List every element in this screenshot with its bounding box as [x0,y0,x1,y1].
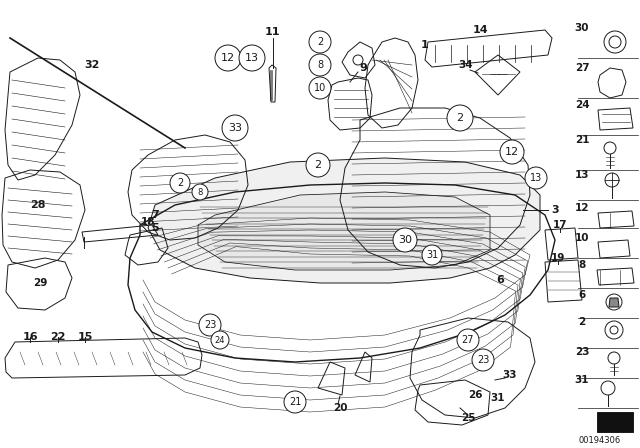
Text: 23: 23 [204,320,216,330]
Circle shape [309,31,331,53]
Circle shape [447,105,473,131]
Text: 12: 12 [221,53,235,63]
Text: 6: 6 [496,275,504,285]
Text: 25: 25 [461,413,476,423]
Text: 29: 29 [33,278,47,288]
Text: 8: 8 [317,60,323,70]
Circle shape [525,167,547,189]
Text: 13: 13 [245,53,259,63]
Text: 3: 3 [551,205,559,215]
Text: 27: 27 [575,63,589,73]
Text: 23: 23 [575,347,589,357]
Circle shape [199,314,221,336]
Text: 28: 28 [30,200,45,210]
Text: 22: 22 [51,332,66,342]
Text: 32: 32 [84,60,100,70]
Circle shape [215,45,241,71]
Text: 12: 12 [575,203,589,213]
Text: 24: 24 [575,100,589,110]
Text: 34: 34 [459,60,474,70]
Circle shape [284,391,306,413]
Text: 11: 11 [264,27,280,37]
Circle shape [192,184,208,200]
Text: 1: 1 [421,40,429,50]
Text: 31: 31 [575,375,589,385]
Text: 10: 10 [575,233,589,243]
Circle shape [306,153,330,177]
Text: 13: 13 [530,173,542,183]
Text: 21: 21 [289,397,301,407]
Text: 8: 8 [197,188,203,197]
Polygon shape [148,158,540,283]
Text: 27: 27 [461,335,474,345]
Text: 5: 5 [151,223,159,233]
Circle shape [211,331,229,349]
Bar [597,412,633,432]
Text: 00194306: 00194306 [579,435,621,444]
Text: 18: 18 [141,217,156,227]
Text: 21: 21 [575,135,589,145]
Text: 23: 23 [477,355,489,365]
Circle shape [222,115,248,141]
Text: 31: 31 [491,393,505,403]
Circle shape [457,329,479,351]
Text: 2: 2 [579,317,586,327]
Text: 15: 15 [77,332,93,342]
Text: 33: 33 [503,370,517,380]
Circle shape [472,349,494,371]
Polygon shape [198,192,490,270]
Text: 8: 8 [579,260,586,270]
Text: 33: 33 [228,123,242,133]
Text: 2: 2 [456,113,463,123]
Text: 14: 14 [472,25,488,35]
Circle shape [309,77,331,99]
Text: 26: 26 [468,390,483,400]
Circle shape [309,54,331,76]
Text: 10: 10 [314,83,326,93]
Text: 6: 6 [579,290,586,300]
Circle shape [170,173,190,193]
Text: 20: 20 [333,403,348,413]
Text: 30: 30 [398,235,412,245]
Text: 19: 19 [551,253,565,263]
Circle shape [422,245,442,265]
Text: 16: 16 [22,332,38,342]
Circle shape [500,140,524,164]
Circle shape [393,228,417,252]
Text: 17: 17 [553,220,567,230]
Text: 2: 2 [314,160,321,170]
Polygon shape [609,298,619,307]
Text: 2: 2 [317,37,323,47]
Text: 7: 7 [151,210,159,220]
Text: 31: 31 [426,250,438,260]
Text: 30: 30 [575,23,589,33]
Text: 12: 12 [505,147,519,157]
Circle shape [239,45,265,71]
Text: 24: 24 [215,336,225,345]
Text: 2: 2 [177,178,183,188]
Text: 9: 9 [359,63,367,73]
Text: 13: 13 [575,170,589,180]
